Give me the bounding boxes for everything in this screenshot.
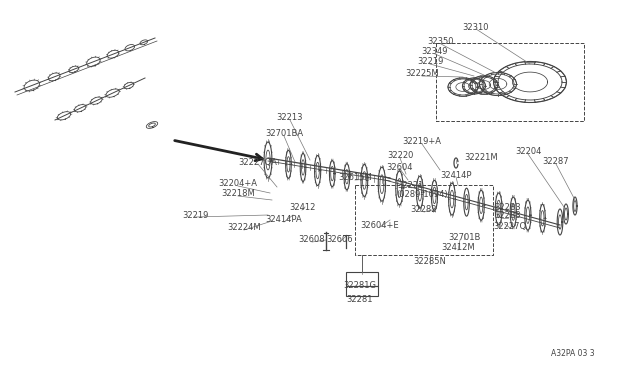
- Text: 32615M: 32615M: [338, 173, 372, 183]
- Text: 32414PA: 32414PA: [266, 215, 302, 224]
- Text: 32227Q: 32227Q: [493, 221, 527, 231]
- Text: 32412: 32412: [289, 203, 315, 212]
- Text: 32606: 32606: [326, 235, 353, 244]
- Text: 32218M: 32218M: [221, 189, 255, 199]
- Text: 32350: 32350: [428, 38, 454, 46]
- Text: 32219: 32219: [182, 211, 208, 219]
- Text: 32287: 32287: [543, 157, 570, 167]
- Text: 32285N: 32285N: [413, 257, 447, 266]
- Text: (0289-1094): (0289-1094): [396, 190, 448, 199]
- Bar: [346, 272, 378, 286]
- Text: 32283: 32283: [495, 212, 522, 221]
- Text: 32281G: 32281G: [344, 280, 376, 289]
- Text: 32412M: 32412M: [441, 244, 475, 253]
- Text: 32221M: 32221M: [464, 154, 498, 163]
- Text: 32221: 32221: [397, 180, 423, 189]
- Text: 32219+A: 32219+A: [403, 138, 442, 147]
- Text: 32701BA: 32701BA: [265, 129, 303, 138]
- Text: 32282: 32282: [411, 205, 437, 215]
- Text: 32225M: 32225M: [405, 70, 439, 78]
- Text: A32PA 03 3: A32PA 03 3: [552, 349, 595, 358]
- Text: 32349: 32349: [422, 48, 448, 57]
- Bar: [346, 286, 378, 296]
- Text: 32219: 32219: [417, 58, 443, 67]
- Text: 32283: 32283: [495, 202, 522, 212]
- Text: 32701B: 32701B: [448, 232, 480, 241]
- Text: 32224M: 32224M: [227, 224, 261, 232]
- Text: 32281: 32281: [347, 295, 373, 305]
- Text: 32227QA: 32227QA: [239, 157, 277, 167]
- Text: 32604+E: 32604+E: [361, 221, 399, 230]
- Text: 32414P: 32414P: [440, 170, 472, 180]
- Text: 32204+A: 32204+A: [218, 180, 257, 189]
- Text: 32310: 32310: [463, 22, 489, 32]
- Text: 32204: 32204: [515, 148, 541, 157]
- Text: 32604: 32604: [387, 163, 413, 171]
- Text: 32220: 32220: [387, 151, 413, 160]
- Text: 32213: 32213: [276, 113, 303, 122]
- Text: 32608: 32608: [299, 235, 325, 244]
